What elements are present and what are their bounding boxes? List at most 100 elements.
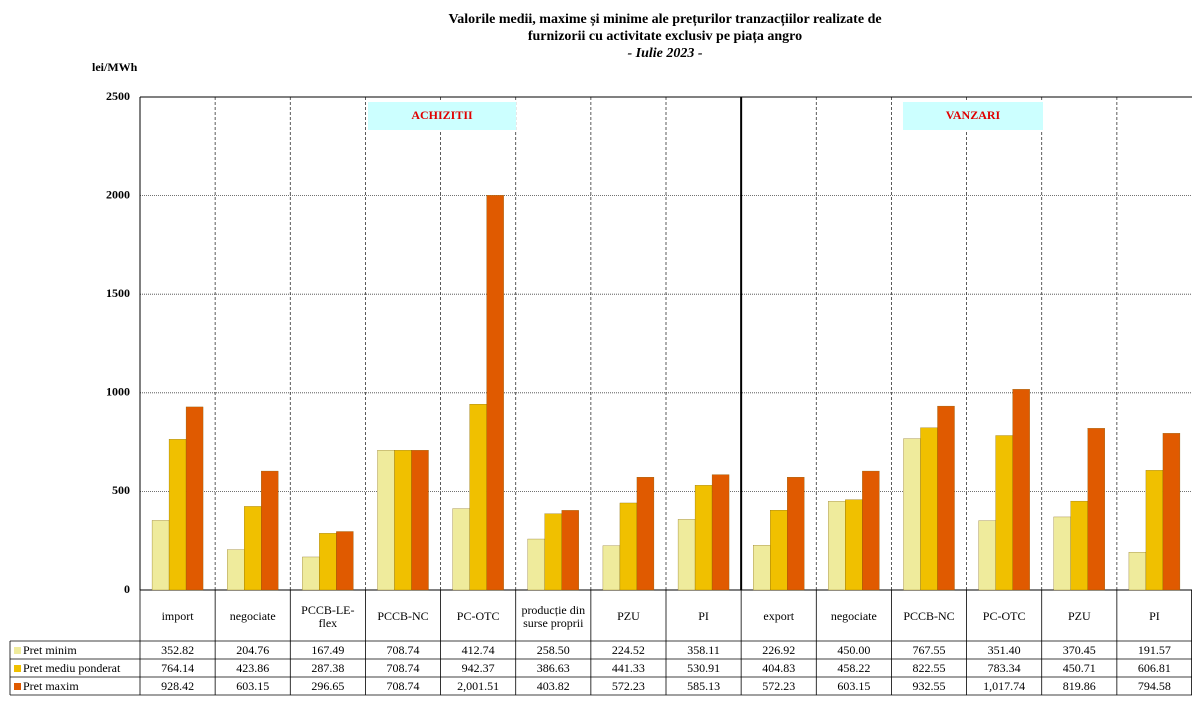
table-value: 423.86 <box>236 660 270 675</box>
x-tick-label: negociate <box>830 609 877 623</box>
table-value: 819.86 <box>1062 678 1096 693</box>
legend-label: Pret maxim <box>23 678 79 693</box>
bar <box>1070 500 1088 591</box>
x-tick-label: PZU <box>617 609 640 623</box>
bar <box>787 477 805 591</box>
y-tick-label: 0 <box>124 582 130 596</box>
annotation: ACHIZITII <box>411 108 473 122</box>
table-value: 2,001.51 <box>457 678 500 693</box>
table-value: 287.38 <box>311 660 345 675</box>
table-value: 450.71 <box>1062 660 1096 675</box>
x-tick-label: producție din surse proprii <box>521 602 586 630</box>
table-value: 942.37 <box>461 660 495 675</box>
bar <box>1087 428 1105 591</box>
x-tick-label: PC-OTC <box>982 609 1026 623</box>
y-tick-label: 1000 <box>106 385 130 399</box>
table-value: 708.74 <box>386 660 420 675</box>
y-tick-label: 2500 <box>106 89 130 103</box>
bar <box>302 556 320 591</box>
bar <box>862 470 880 591</box>
bar <box>920 427 938 591</box>
table-value: 767.55 <box>912 642 946 657</box>
bar <box>1162 433 1181 591</box>
bar <box>694 485 713 591</box>
x-tick-label: PCCB-LE-flex <box>301 602 355 630</box>
chart-title: furnizorii cu activitate exclusiv pe pia… <box>528 29 802 44</box>
bar <box>602 545 621 591</box>
bar <box>753 545 771 591</box>
bar <box>711 474 730 591</box>
table-value: 258.50 <box>536 642 570 657</box>
bar <box>469 404 487 591</box>
bar <box>411 450 429 591</box>
table-value: 458.22 <box>837 660 871 675</box>
table-value: 351.40 <box>987 642 1021 657</box>
table-value: 358.11 <box>687 642 720 657</box>
bar <box>1012 389 1030 591</box>
table-value: 386.63 <box>536 660 570 675</box>
legend-label: Pret minim <box>23 642 77 657</box>
bar <box>978 520 996 591</box>
legend-swatch <box>14 646 21 654</box>
bar <box>770 510 788 591</box>
legend-swatch <box>14 664 21 672</box>
y-tick-label: 500 <box>112 483 130 497</box>
table-value: 530.91 <box>687 660 721 675</box>
bar <box>227 549 245 591</box>
bar <box>995 435 1013 591</box>
chart-title: Valorile medii, maxime și minime ale pre… <box>448 12 881 27</box>
table-value: 783.34 <box>987 660 1021 675</box>
bar <box>937 405 955 591</box>
table-value: 572.23 <box>611 678 645 693</box>
table-value: 226.92 <box>762 642 796 657</box>
x-tick-label: negociate <box>229 609 276 623</box>
bar <box>394 450 412 591</box>
x-tick-label: PI <box>698 609 709 623</box>
table-value: 167.49 <box>311 642 345 657</box>
bar <box>903 438 921 591</box>
table-value: 822.55 <box>912 660 946 675</box>
bar <box>1053 516 1071 591</box>
table-value: 764.14 <box>161 660 195 675</box>
bar <box>452 508 470 591</box>
bar <box>544 513 562 591</box>
bar <box>151 520 170 591</box>
bar <box>845 499 863 591</box>
annotation-box <box>368 102 516 130</box>
legend-entry: Pret minim <box>10 641 140 659</box>
table-value: 224.52 <box>611 642 645 657</box>
table-value: 1,017.74 <box>983 678 1026 693</box>
table-value: 370.45 <box>1062 642 1096 657</box>
bar <box>619 502 638 591</box>
bar <box>1128 552 1147 591</box>
x-tick-label: import <box>161 609 194 623</box>
x-tick-label: PI <box>1149 609 1160 623</box>
table-value: 404.83 <box>762 660 796 675</box>
table-value: 603.15 <box>236 678 270 693</box>
y-axis-label: lei/MWh <box>92 60 138 74</box>
annotation: VANZARI <box>946 108 1001 122</box>
legend-swatch <box>14 682 21 690</box>
bar <box>828 501 846 591</box>
table-value: 441.33 <box>611 660 645 675</box>
bar <box>377 450 395 591</box>
bar <box>244 506 262 591</box>
bar <box>677 519 696 591</box>
table-value: 708.74 <box>386 678 420 693</box>
x-tick-label: export <box>763 609 795 623</box>
table-value: 928.42 <box>161 678 195 693</box>
y-tick-label: 1500 <box>106 286 130 300</box>
bar <box>261 470 279 591</box>
legend-entry: Pret mediu ponderat <box>10 659 140 677</box>
x-tick-label: PCCB-NC <box>903 609 955 623</box>
x-tick-label: PC-OTC <box>456 609 500 623</box>
x-tick-label: PCCB-NC <box>377 609 429 623</box>
bar <box>336 531 354 591</box>
bar <box>527 538 545 591</box>
table-value: 450.00 <box>837 642 871 657</box>
bar <box>636 477 655 591</box>
x-tick-label: PZU <box>1067 609 1091 623</box>
table-value: 606.81 <box>1137 660 1171 675</box>
bar <box>185 406 204 591</box>
